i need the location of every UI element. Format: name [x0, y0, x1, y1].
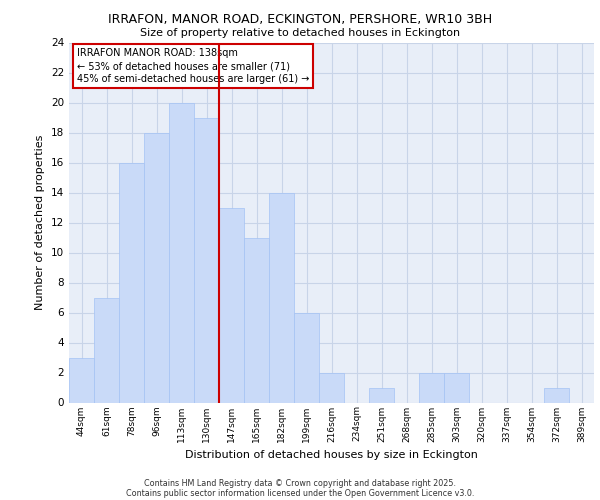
Text: Contains HM Land Registry data © Crown copyright and database right 2025.: Contains HM Land Registry data © Crown c… [144, 478, 456, 488]
Bar [219, 208, 244, 402]
Bar [444, 372, 469, 402]
Bar [169, 102, 194, 403]
X-axis label: Distribution of detached houses by size in Eckington: Distribution of detached houses by size … [185, 450, 478, 460]
Bar [69, 358, 94, 403]
Y-axis label: Number of detached properties: Number of detached properties [35, 135, 46, 310]
Text: IRRAFON, MANOR ROAD, ECKINGTON, PERSHORE, WR10 3BH: IRRAFON, MANOR ROAD, ECKINGTON, PERSHORE… [108, 12, 492, 26]
Bar [269, 192, 294, 402]
Bar [194, 118, 219, 403]
Bar [544, 388, 569, 402]
Bar [369, 388, 394, 402]
Bar [94, 298, 119, 403]
Text: Size of property relative to detached houses in Eckington: Size of property relative to detached ho… [140, 28, 460, 38]
Text: Contains public sector information licensed under the Open Government Licence v3: Contains public sector information licen… [126, 488, 474, 498]
Text: IRRAFON MANOR ROAD: 138sqm
← 53% of detached houses are smaller (71)
45% of semi: IRRAFON MANOR ROAD: 138sqm ← 53% of deta… [77, 48, 309, 84]
Bar [244, 238, 269, 402]
Bar [119, 162, 144, 402]
Bar [319, 372, 344, 402]
Bar [294, 312, 319, 402]
Bar [144, 132, 169, 402]
Bar [419, 372, 444, 402]
